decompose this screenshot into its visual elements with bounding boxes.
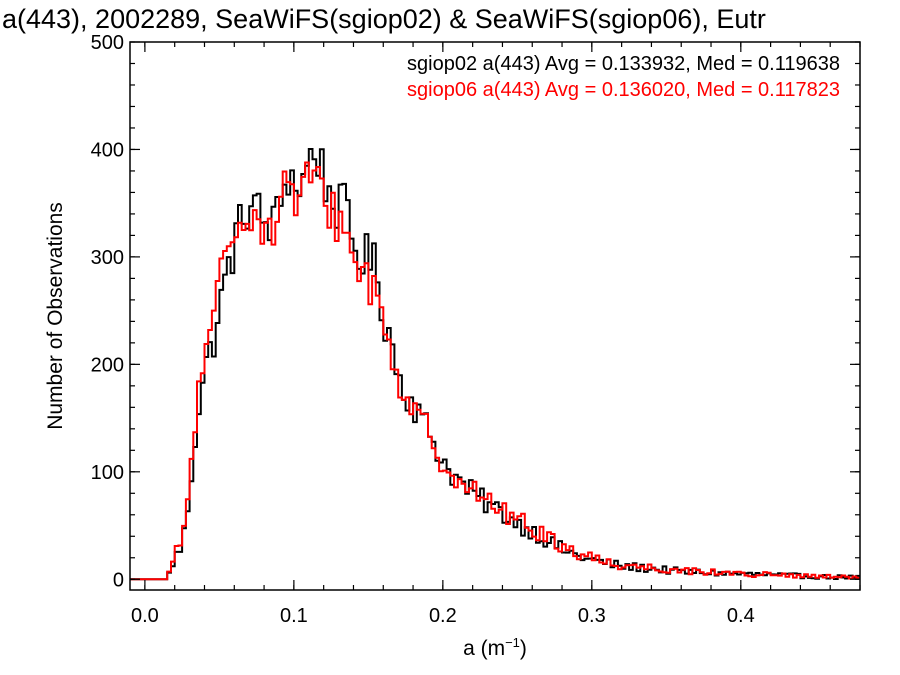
x-tick-label: 0.0 — [131, 605, 159, 627]
y-axis-label: Number of Observations — [44, 202, 67, 430]
series-sgiop06 — [130, 161, 860, 581]
plot-area: 0.0 0.1 0.2 0.3 0.4 0 100 200 300 400 500 — [91, 32, 861, 627]
chart-title: a(443), 2002289, SeaWiFS(sgiop02) & SeaW… — [2, 4, 766, 34]
x-tick-label: 0.2 — [429, 605, 457, 627]
y-tick-label: 400 — [91, 139, 124, 161]
series-layer — [130, 148, 860, 581]
legend-sgiop02: sgiop02 a(443) Avg = 0.133932, Med = 0.1… — [407, 53, 840, 75]
legend-sgiop06: sgiop06 a(443) Avg = 0.136020, Med = 0.1… — [407, 79, 840, 101]
plot-frame — [129, 41, 861, 591]
x-tick-label: 0.4 — [727, 605, 755, 627]
y-tick-label: 300 — [91, 247, 124, 269]
x-axis-label-close: ) — [520, 637, 527, 660]
x-axis-label: a (m−1) — [463, 635, 527, 660]
y-tick-label: 200 — [91, 354, 124, 376]
y-tick-label: 500 — [91, 32, 124, 54]
y-tick-label: 100 — [91, 462, 124, 484]
x-tick-label: 0.1 — [280, 605, 308, 627]
x-tick-label: 0.3 — [578, 605, 606, 627]
x-axis-label-superscript: −1 — [505, 635, 520, 650]
ticks-layer: 0.0 0.1 0.2 0.3 0.4 0 100 200 300 400 500 — [91, 32, 861, 627]
series-sgiop02 — [130, 148, 860, 581]
legend: sgiop02 a(443) Avg = 0.133932, Med = 0.1… — [407, 53, 840, 101]
x-axis-label-base: a (m — [463, 637, 505, 660]
y-tick-label: 0 — [113, 569, 124, 591]
